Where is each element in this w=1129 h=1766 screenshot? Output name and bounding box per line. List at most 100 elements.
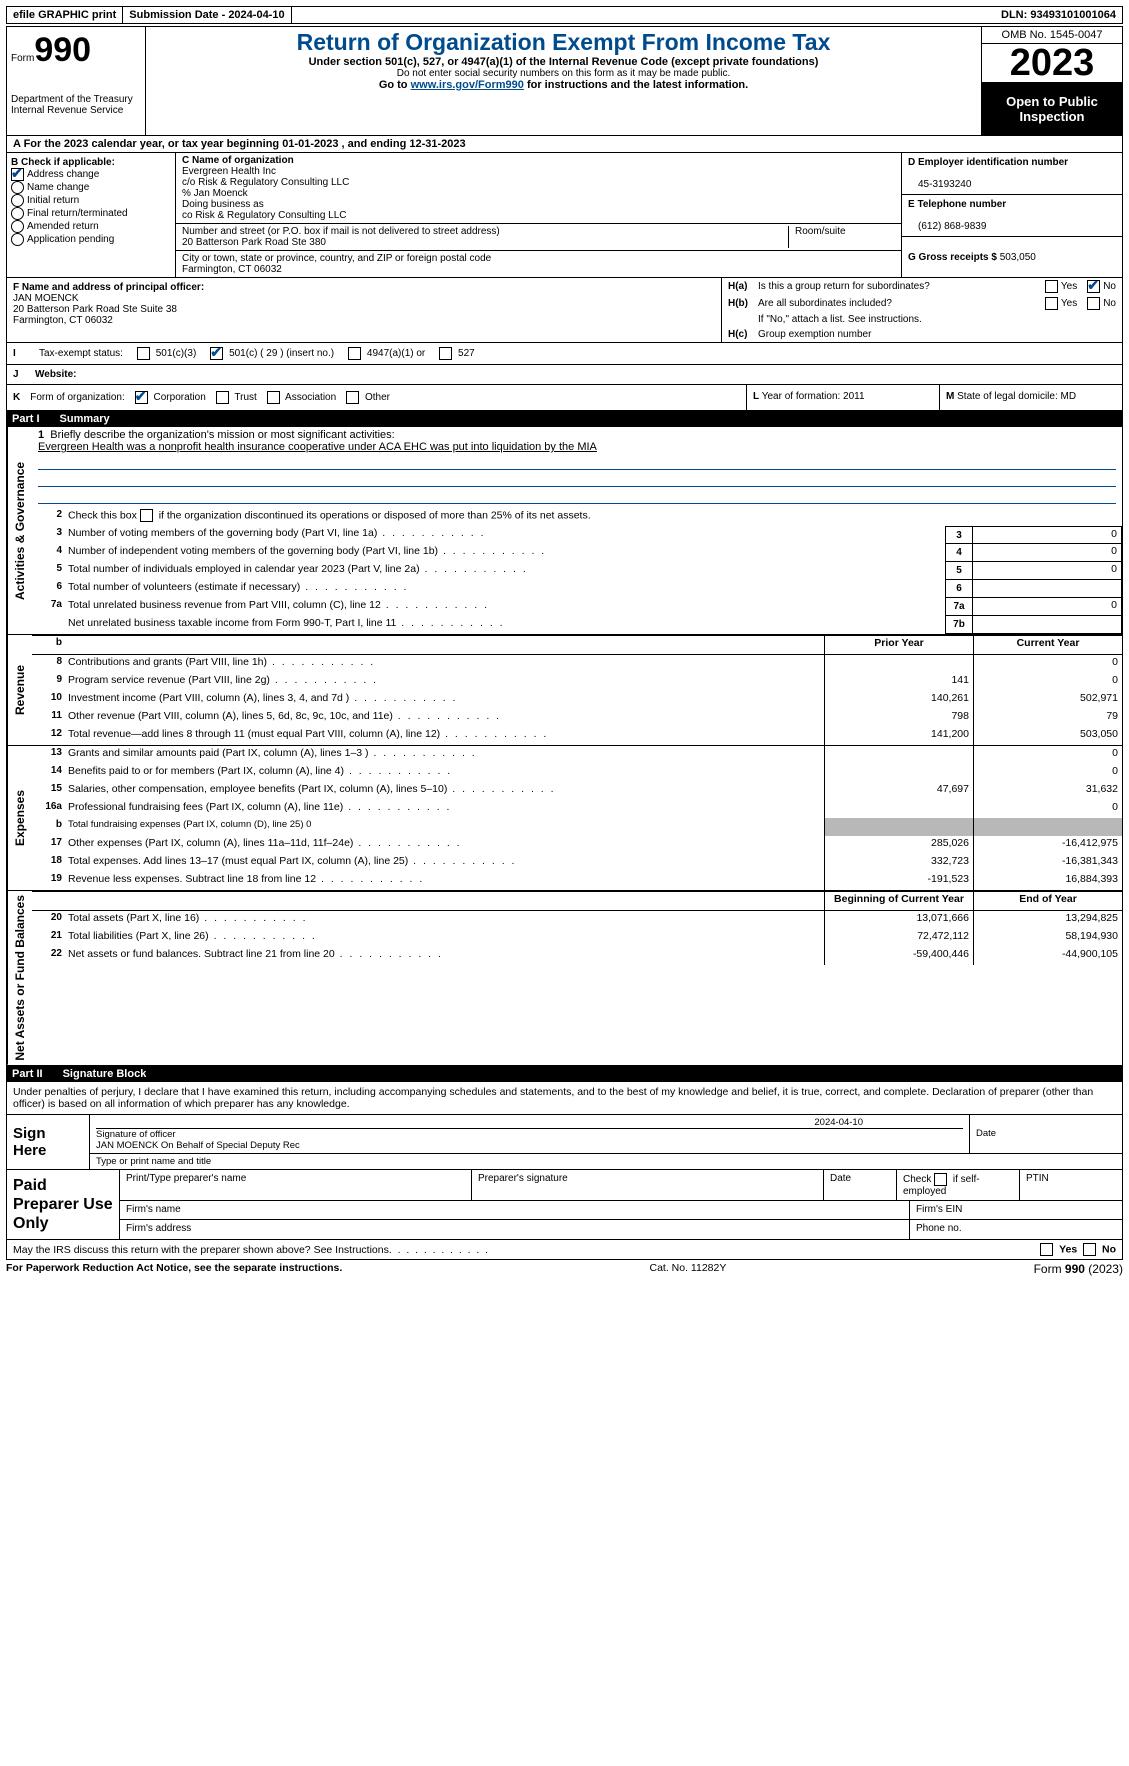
hb-no-checkbox[interactable] xyxy=(1087,297,1100,310)
h-a: H(a) Is this a group return for subordin… xyxy=(722,278,1122,295)
pp-ptin: PTIN xyxy=(1020,1170,1122,1200)
sign-here-block: Sign Here 2024-04-10 Signature of office… xyxy=(6,1115,1123,1170)
section-net-assets: Net Assets or Fund Balances Beginning of… xyxy=(7,891,1122,1065)
section-expenses: Expenses 13Grants and similar amounts pa… xyxy=(7,746,1122,891)
summary-line: 6Total number of volunteers (estimate if… xyxy=(32,580,1122,598)
col-b-checkboxes: B Check if applicable: Address changeNam… xyxy=(7,153,176,277)
colb-item: Initial return xyxy=(11,194,171,207)
form-footer: Form 990 (2023) xyxy=(1034,1262,1123,1276)
mission-block: 1 Briefly describe the organization's mi… xyxy=(32,427,1122,508)
part-2-header: Part II Signature Block xyxy=(6,1066,1123,1082)
firm-ein: Firm's EIN xyxy=(910,1201,1122,1220)
summary-line: 11Other revenue (Part VIII, column (A), … xyxy=(32,709,1122,727)
type-name-title: Type or print name and title xyxy=(90,1154,1122,1169)
ssn-warning: Do not enter social security numbers on … xyxy=(152,68,975,79)
ein-block: D Employer identification number 45-3193… xyxy=(902,153,1122,195)
summary-line: 5Total number of individuals employed in… xyxy=(32,562,1122,580)
summary-line: 18Total expenses. Add lines 13–17 (must … xyxy=(32,854,1122,872)
summary-line: 3Number of voting members of the governi… xyxy=(32,526,1122,544)
state-domicile: M State of legal domicile: MD xyxy=(939,385,1122,410)
principal-officer: F Name and address of principal officer:… xyxy=(7,278,721,342)
efile-label: efile GRAPHIC print xyxy=(7,7,123,23)
vlabel-revenue: Revenue xyxy=(7,635,32,745)
colb-checkbox[interactable] xyxy=(11,168,24,181)
phone-block: E Telephone number (612) 868-9839 xyxy=(902,195,1122,237)
colb-item: Address change xyxy=(11,168,171,181)
corp-checkbox[interactable] xyxy=(135,391,148,404)
header-left: Form990 Department of the Treasury Inter… xyxy=(7,27,146,135)
year-formation: L Year of formation: 2011 xyxy=(746,385,939,410)
527-checkbox[interactable] xyxy=(439,347,452,360)
col-b-label: B Check if applicable: xyxy=(11,157,171,168)
summary-line: 8Contributions and grants (Part VIII, li… xyxy=(32,655,1122,673)
colb-checkbox[interactable] xyxy=(11,207,24,220)
form-header: Form990 Department of the Treasury Inter… xyxy=(6,26,1123,136)
501c3-checkbox[interactable] xyxy=(137,347,150,360)
4947-checkbox[interactable] xyxy=(348,347,361,360)
discuss-no-checkbox[interactable] xyxy=(1083,1243,1096,1256)
pra-notice: For Paperwork Reduction Act Notice, see … xyxy=(6,1262,342,1276)
summary-line: 16aProfessional fundraising fees (Part I… xyxy=(32,800,1122,818)
colb-item: Name change xyxy=(11,181,171,194)
summary-line: 17Other expenses (Part IX, column (A), l… xyxy=(32,836,1122,854)
signature-intro: Under penalties of perjury, I declare th… xyxy=(6,1082,1123,1115)
room-suite: Room/suite xyxy=(789,226,895,248)
form-title: Return of Organization Exempt From Incom… xyxy=(152,29,975,56)
paid-preparer-label: Paid Preparer Use Only xyxy=(7,1170,119,1240)
open-to-public: Open to Public Inspection xyxy=(982,82,1122,135)
discuss-row: May the IRS discuss this return with the… xyxy=(6,1240,1123,1260)
city-row: City or town, state or province, country… xyxy=(176,251,901,277)
501c-checkbox[interactable] xyxy=(210,347,223,360)
summary-line: 22Net assets or fund balances. Subtract … xyxy=(32,947,1122,965)
colb-item: Final return/terminated xyxy=(11,207,171,220)
paid-preparer-block: Paid Preparer Use Only Print/Type prepar… xyxy=(6,1170,1123,1241)
form-number: Form990 xyxy=(11,31,141,70)
vlabel-net-assets: Net Assets or Fund Balances xyxy=(7,891,32,1065)
section-revenue: Revenue b Prior Year Current Year 8Contr… xyxy=(7,635,1122,746)
colb-checkbox[interactable] xyxy=(11,194,24,207)
address-row: Number and street (or P.O. box if mail i… xyxy=(176,224,901,251)
row-i-tax-status: I Tax-exempt status: 501(c)(3) 501(c) ( … xyxy=(6,343,1123,365)
summary-line: 21Total liabilities (Part X, line 26)72,… xyxy=(32,929,1122,947)
col-c-org-info: C Name of organization Evergreen Health … xyxy=(176,153,901,277)
colb-checkbox[interactable] xyxy=(11,220,24,233)
assoc-checkbox[interactable] xyxy=(267,391,280,404)
ha-yes-checkbox[interactable] xyxy=(1045,280,1058,293)
other-checkbox[interactable] xyxy=(346,391,359,404)
self-employed-checkbox[interactable] xyxy=(934,1173,947,1186)
block-bcd: B Check if applicable: Address changeNam… xyxy=(6,153,1123,278)
ha-no-checkbox[interactable] xyxy=(1087,280,1100,293)
sig-officer: 2024-04-10 Signature of officer JAN MOEN… xyxy=(90,1115,970,1153)
vlabel-expenses: Expenses xyxy=(7,746,32,890)
colb-item: Amended return xyxy=(11,220,171,233)
discontinued-checkbox[interactable] xyxy=(140,509,153,522)
firm-addr: Firm's address xyxy=(120,1220,910,1239)
colb-item: Application pending xyxy=(11,233,171,246)
org-name-block: C Name of organization Evergreen Health … xyxy=(176,153,901,224)
pp-sig: Preparer's signature xyxy=(472,1170,824,1200)
h-b-note: If "No," attach a list. See instructions… xyxy=(722,312,1122,327)
dept-treasury: Department of the Treasury xyxy=(11,94,141,105)
tax-year: 2023 xyxy=(982,44,1122,82)
summary-line: 9Program service revenue (Part VIII, lin… xyxy=(32,673,1122,691)
summary-wrap: Activities & Governance 1 Briefly descri… xyxy=(6,427,1123,1066)
summary-line: 20Total assets (Part X, line 16)13,071,6… xyxy=(32,911,1122,929)
summary-line: 4Number of independent voting members of… xyxy=(32,544,1122,562)
h-b: H(b) Are all subordinates included? Yes … xyxy=(722,295,1122,312)
line-2: 2 Check this box if the organization dis… xyxy=(32,508,1122,526)
revenue-header-row: b Prior Year Current Year xyxy=(32,635,1122,655)
discuss-yes-checkbox[interactable] xyxy=(1040,1243,1053,1256)
colb-checkbox[interactable] xyxy=(11,181,24,194)
section-activities-governance: Activities & Governance 1 Briefly descri… xyxy=(7,427,1122,635)
firm-phone: Phone no. xyxy=(910,1220,1122,1239)
colb-checkbox[interactable] xyxy=(11,233,24,246)
hb-yes-checkbox[interactable] xyxy=(1045,297,1058,310)
summary-line: 12Total revenue—add lines 8 through 11 (… xyxy=(32,727,1122,745)
row-a-tax-year: A For the 2023 calendar year, or tax yea… xyxy=(6,136,1123,153)
form-of-org: K Form of organization: Corporation Trus… xyxy=(7,385,746,410)
submission-date: Submission Date - 2024-04-10 xyxy=(123,7,291,23)
trust-checkbox[interactable] xyxy=(216,391,229,404)
form990-link[interactable]: www.irs.gov/Form990 xyxy=(411,79,524,91)
form-subtitle: Under section 501(c), 527, or 4947(a)(1)… xyxy=(152,56,975,68)
part-1-header: Part I Summary xyxy=(6,411,1123,427)
